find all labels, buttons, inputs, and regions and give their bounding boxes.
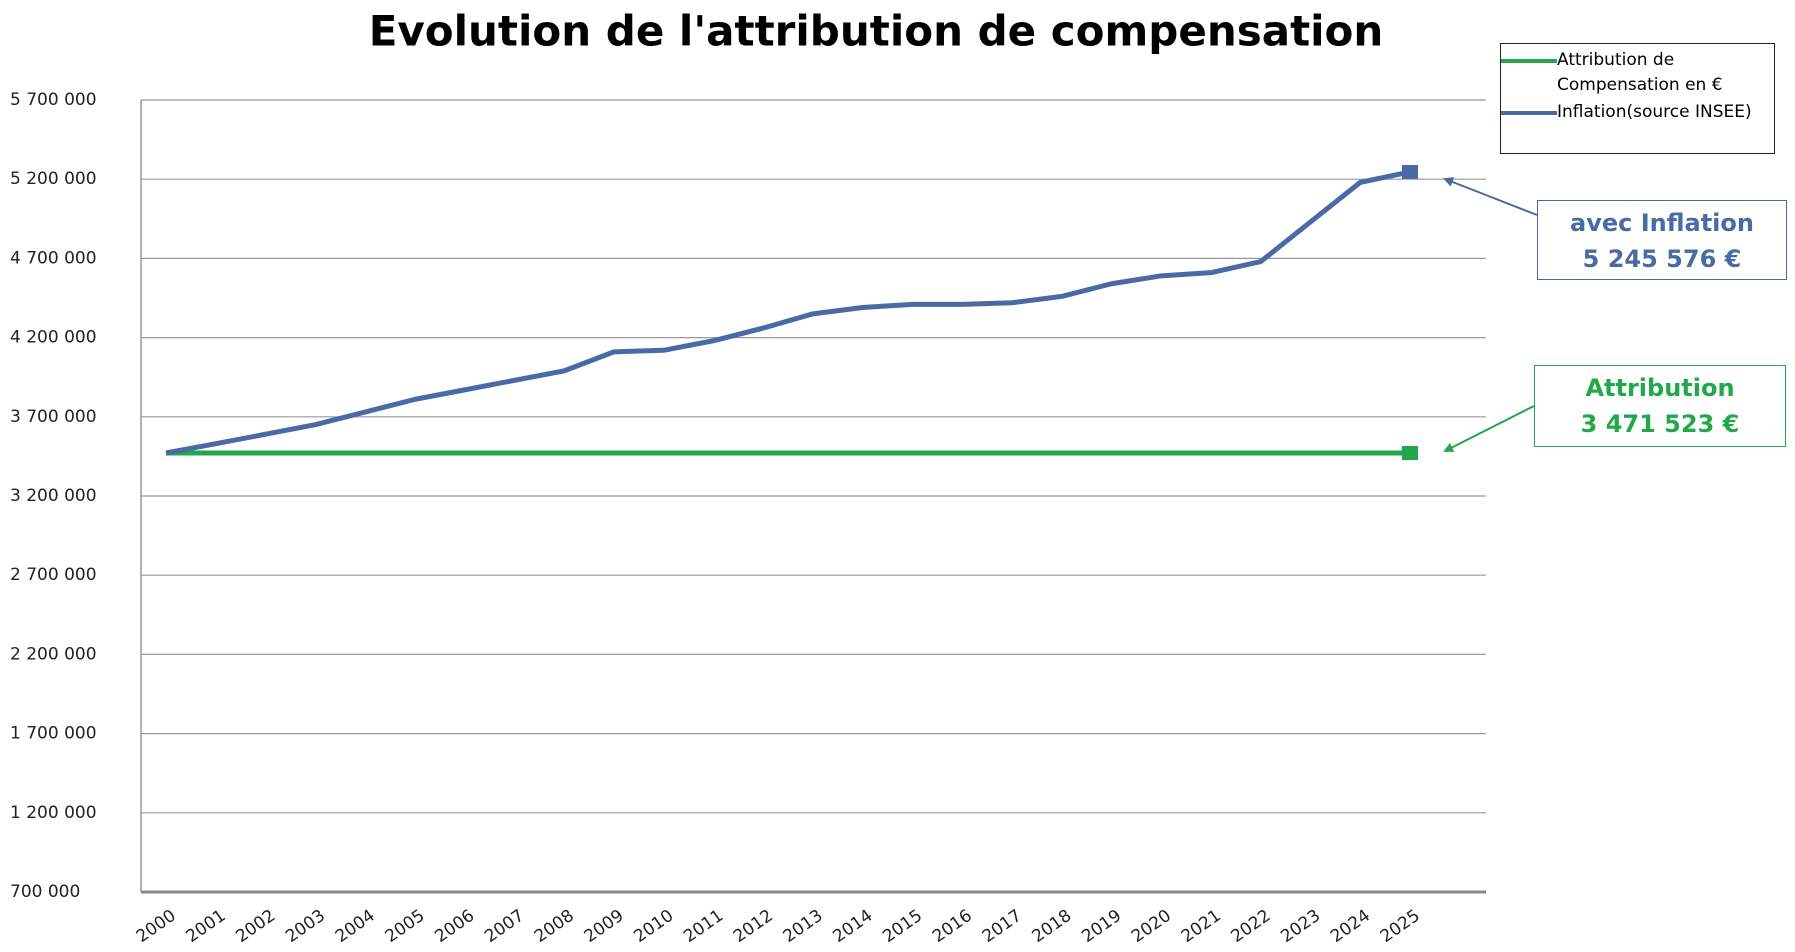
y-tick-label: 4 700 000 — [10, 248, 97, 268]
x-tick-label: 2006 — [431, 906, 478, 947]
x-tick-label: 2010 — [630, 906, 677, 947]
x-tick-label: 2001 — [183, 906, 230, 947]
series-line — [165, 169, 1411, 456]
annotation-text: 3 471 523 € — [1580, 410, 1740, 438]
x-tick-label: 2004 — [332, 906, 379, 947]
x-tick-label: 2000 — [133, 906, 180, 947]
annotation-arrow — [1443, 405, 1535, 452]
annotation-text: Attribution — [1585, 374, 1735, 402]
y-tick-label: 2 700 000 — [10, 565, 97, 585]
x-tick-label: 2023 — [1277, 906, 1324, 947]
chart-title: Evolution de l'attribution de compensati… — [369, 7, 1384, 56]
end-marker — [1402, 164, 1418, 179]
x-tick-label: 2024 — [1327, 906, 1374, 947]
legend-label: Attribution de Compensation en € — [1557, 50, 1723, 95]
legend-item: Inflation(source INSEE) — [1501, 100, 1768, 125]
x-tick-label: 2025 — [1377, 906, 1424, 947]
x-tick-label: 2019 — [1078, 906, 1125, 947]
legend-label: Inflation(source INSEE) — [1557, 102, 1752, 122]
y-tick-label: 1 200 000 — [10, 803, 97, 823]
x-tick-label: 2005 — [382, 906, 429, 947]
legend-swatch — [1501, 59, 1557, 63]
y-tick-label: 700 000 — [10, 882, 80, 902]
x-tick-label: 2016 — [929, 906, 976, 947]
y-tick-label: 2 200 000 — [10, 644, 97, 664]
legend-item: Attribution de Compensation en € — [1501, 48, 1768, 98]
x-tick-label: 2018 — [1029, 906, 1076, 947]
legend: Attribution de Compensation en € Inflatio… — [1500, 43, 1775, 154]
y-tick-label: 3 700 000 — [10, 407, 97, 427]
x-tick-label: 2015 — [879, 906, 926, 947]
x-tick-label: 2009 — [581, 906, 628, 947]
x-tick-label: 2020 — [1128, 906, 1175, 947]
y-tick-label: 3 200 000 — [10, 486, 97, 506]
x-tick-label: 2007 — [481, 906, 528, 947]
x-tick-label: 2021 — [1178, 906, 1225, 947]
x-tick-label: 2022 — [1228, 906, 1275, 947]
legend-swatch — [1501, 111, 1557, 115]
x-tick-label: 2014 — [829, 906, 876, 947]
x-tick-label: 2002 — [232, 906, 279, 947]
annotation-box: avec Inflation 5 245 576 € — [1537, 200, 1787, 280]
annotation-arrow — [1443, 177, 1538, 216]
annotation-text: avec Inflation — [1570, 209, 1754, 237]
x-tick-label: 2011 — [680, 906, 727, 947]
x-tick-label: 2003 — [282, 906, 329, 947]
x-tick-label: 2012 — [730, 906, 777, 947]
y-tick-label: 5 200 000 — [10, 169, 97, 189]
y-tick-label: 5 700 000 — [10, 90, 97, 110]
y-tick-label: 4 200 000 — [10, 328, 97, 348]
x-tick-label: 2013 — [780, 906, 827, 947]
x-tick-label: 2017 — [979, 906, 1026, 947]
annotation-box: Attribution 3 471 523 € — [1534, 365, 1786, 447]
end-marker — [1402, 445, 1418, 460]
annotation-text: 5 245 576 € — [1582, 245, 1742, 273]
x-tick-label: 2008 — [531, 906, 578, 947]
y-tick-label: 1 700 000 — [10, 724, 97, 744]
